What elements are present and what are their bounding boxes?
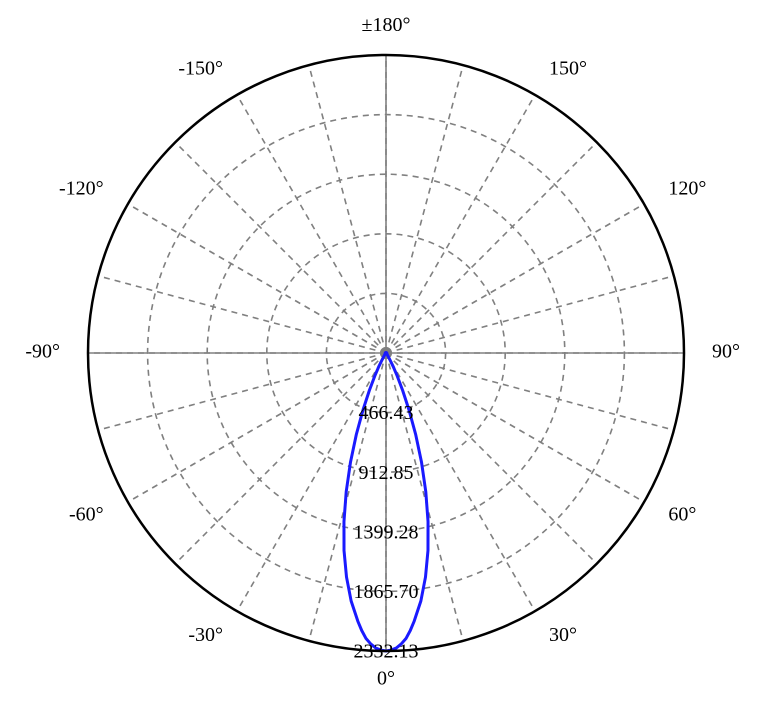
angle-label: 150°: [549, 58, 587, 80]
angle-label: -120°: [59, 178, 104, 200]
angle-label: -30°: [188, 624, 223, 646]
angle-label: -90°: [25, 341, 60, 363]
radial-label: 1399.28: [354, 521, 419, 543]
radial-label: 912.85: [359, 462, 414, 484]
angle-label: 120°: [668, 178, 706, 200]
radial-label: 2332.13: [354, 641, 419, 663]
angle-label: -150°: [178, 58, 223, 80]
angle-label: ±180°: [362, 14, 411, 36]
radial-label: 1865.70: [354, 581, 419, 603]
polar-chart: 466.43 912.85 1399.28 1865.70 2332.13 0° 30° 60…: [0, 0, 772, 707]
angle-label: 90°: [712, 341, 740, 363]
angle-label: -60°: [69, 504, 104, 526]
radial-label: 466.43: [359, 402, 414, 424]
angle-label: 60°: [668, 504, 696, 526]
angle-label: 0°: [377, 668, 395, 690]
angle-label: 30°: [549, 624, 577, 646]
